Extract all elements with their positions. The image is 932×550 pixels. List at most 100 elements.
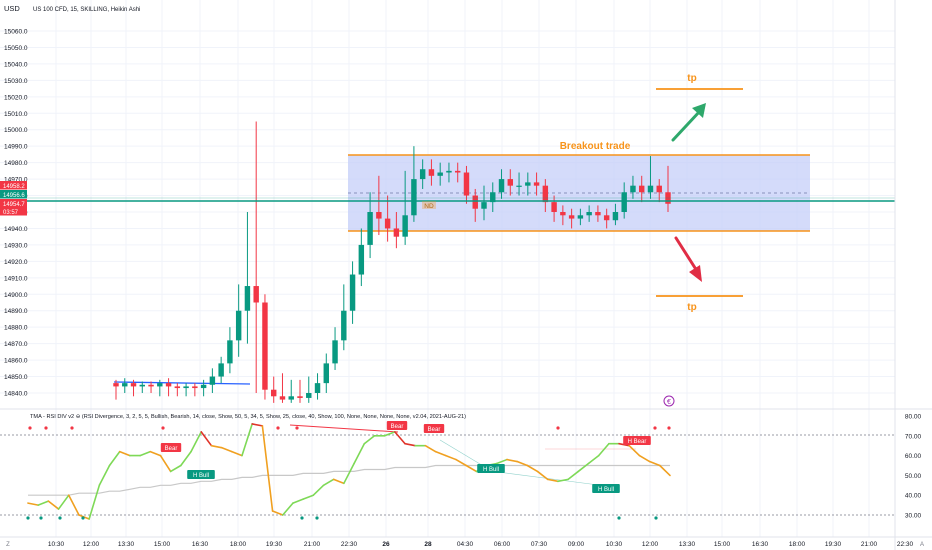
candle-body[interactable] [656,185,662,193]
rsi-segment [434,450,447,457]
candle-body[interactable] [235,310,242,341]
candle-body[interactable] [437,172,443,176]
candle-body[interactable] [113,383,119,387]
candle-body[interactable] [218,363,224,377]
candle-body[interactable] [323,363,330,384]
time-tick: 19:30 [825,541,842,548]
rsi-segment [118,450,131,457]
candle-body[interactable] [349,274,356,311]
price-tick: 14860.0 [4,358,28,365]
signal-dot [667,426,671,430]
candle-body[interactable] [270,389,277,397]
divergence-label: Bear [165,446,178,452]
candle-body[interactable] [227,340,233,364]
rsi-axis[interactable]: 80.00 70.00 60.00 50.00 40.00 30.00 [905,414,922,520]
candle-body[interactable] [314,383,321,393]
candle-body[interactable] [586,212,592,216]
candle-body[interactable] [621,192,627,212]
candle-body[interactable] [603,215,610,221]
symbol-info[interactable]: US 100 CFD, 15, SKILLING, Heikin Ashi [33,7,140,13]
candle-body[interactable] [516,185,522,187]
candle-body[interactable] [525,182,531,186]
candle-body[interactable] [183,386,189,389]
rsi-segment [281,502,294,516]
candle-body[interactable] [288,396,294,400]
auto-scale-icon[interactable]: A [920,542,924,548]
candle-body[interactable] [384,218,391,229]
price-axis[interactable]: 15060.0 15050.0 15040.0 15030.0 15020.0 15010… [0,29,28,398]
candle-body[interactable] [542,185,549,203]
candle-body[interactable] [122,383,128,387]
candle-body[interactable] [595,212,601,216]
candle-body[interactable] [507,179,514,186]
candle-body[interactable] [297,396,303,398]
candle-body[interactable] [630,185,636,193]
down-arrow-icon[interactable] [674,236,702,282]
candle-body[interactable] [490,192,496,203]
candle-body[interactable] [165,383,172,387]
divergence-label-bg [623,436,651,445]
candle-body[interactable] [498,179,505,193]
candle-body[interactable] [481,202,487,209]
rsi-segment [190,431,203,453]
signal-dot [654,516,658,520]
candle-body[interactable] [209,376,216,385]
divergence-label-bg [160,443,182,452]
candle-body[interactable] [393,228,400,237]
time-tick: 22:30 [341,541,358,548]
timezone-icon[interactable]: Z [6,542,10,548]
candle-body[interactable] [192,386,198,389]
up-arrow-icon[interactable] [671,103,706,142]
time-tick: 15:00 [154,541,171,548]
event-icon[interactable] [663,395,675,407]
candle-body[interactable] [358,244,365,275]
candle-body[interactable] [148,384,154,387]
time-tick: 21:00 [861,541,878,548]
time-tick: 12:00 [83,541,100,548]
candle-body[interactable] [647,185,654,193]
candle-body[interactable] [253,286,259,303]
candle-body[interactable] [568,215,575,219]
rsi-segment [47,500,60,510]
candle-body[interactable] [472,195,478,209]
candle-body[interactable] [341,310,347,341]
candle-body[interactable] [463,172,470,196]
candle-body[interactable] [376,212,382,219]
candle-body[interactable] [419,169,426,180]
time-tick: 07:30 [531,541,548,548]
candle-body[interactable] [560,212,566,216]
time-tick: 18:00 [230,541,247,548]
candle-body[interactable] [612,212,619,221]
candle-body[interactable] [454,170,461,173]
candle-body[interactable] [244,286,251,311]
candle-body[interactable] [533,182,540,186]
candle-body[interactable] [306,393,312,398]
candle-body[interactable] [157,383,163,387]
candle-body[interactable] [411,179,417,216]
rsi-segment [536,470,549,481]
candle-body[interactable] [262,302,268,390]
candle-body[interactable] [428,169,435,176]
indicator-title[interactable]: TMA - RSI DIV v2 ⊖ (RSI Divergence, 3, 2… [30,414,466,420]
signal-dot [70,426,74,430]
candle-body[interactable] [551,202,557,212]
candle-body[interactable] [174,386,181,389]
time-axis[interactable]: 10:30 12:00 13:30 15:00 16:30 18:00 19:30 21:00… [6,541,924,548]
candle-body[interactable] [446,170,452,173]
candle-body[interactable] [130,383,137,387]
rsi-segment [312,484,325,497]
rsi-segment [159,454,172,473]
candle-body[interactable] [200,384,207,389]
candle-body[interactable] [577,215,584,219]
candle-body[interactable] [139,384,146,387]
candle-body[interactable] [279,396,286,400]
candle-body[interactable] [638,185,645,193]
price-tick: 14910.0 [4,275,28,282]
rsi-segment [149,450,162,457]
candle-body[interactable] [367,212,373,245]
candle-body[interactable] [402,215,408,237]
candle-body[interactable] [332,340,338,364]
